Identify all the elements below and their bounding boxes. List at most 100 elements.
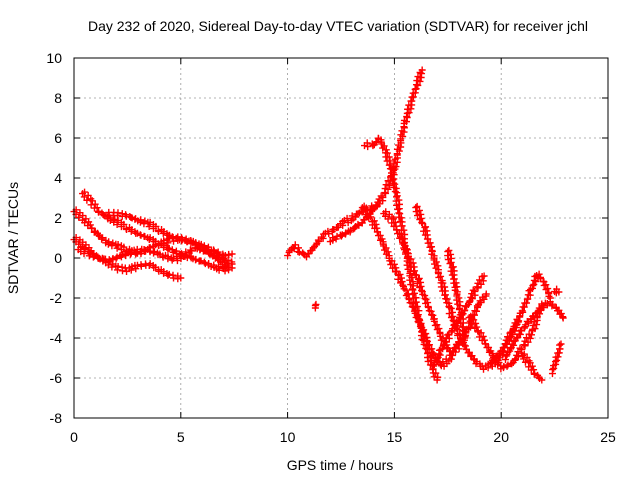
data-point [406,276,414,284]
data-point [477,329,485,337]
data-point [482,290,490,298]
data-point [431,358,439,366]
data-point [429,362,437,370]
data-point [418,328,426,336]
data-point [390,215,398,223]
data-point [473,283,481,291]
series-sat-j [380,208,490,359]
data-point [113,221,121,229]
data-point [384,185,392,193]
data-point [480,272,488,280]
data-point [466,317,474,325]
y-tick-labels: -8 -6 -4 -2 0 2 4 6 8 10 [46,50,62,426]
data-point [425,307,433,315]
data-point [140,232,148,240]
data-point [439,279,447,287]
series-sat-l [412,202,522,373]
data-point [389,176,397,184]
data-point [442,295,450,303]
data-point [165,270,173,278]
data-point [113,212,121,220]
data-point [329,236,337,244]
data-point [521,299,529,307]
data-point [390,159,398,167]
y-tick-label: 8 [54,90,62,106]
data-point [447,304,455,312]
data-point [426,345,434,353]
data-point [474,279,482,287]
data-point [554,349,562,357]
data-point [539,304,547,312]
data-point [501,356,509,364]
data-point [405,109,413,117]
data-point [379,193,387,201]
data-point [413,202,421,210]
data-point [413,77,421,85]
series-sat-r [519,350,546,384]
data-point [408,93,416,101]
data-point [95,208,103,216]
data-point [136,231,144,239]
data-point [374,232,382,240]
data-point [123,267,131,275]
data-point [446,303,454,311]
data-point [315,237,323,245]
data-point [447,355,455,363]
series-sat-e [74,243,232,270]
data-point [113,266,121,274]
data-point [467,293,475,301]
data-point [413,212,421,220]
data-point [535,270,543,278]
data-point [113,244,121,252]
data-point [411,85,419,93]
data-point [414,81,422,89]
data-point [520,341,528,349]
data-point [379,144,387,152]
data-point [348,212,356,220]
data-point [464,349,472,357]
data-point [394,275,402,283]
data-point [433,376,441,384]
data-point [449,348,457,356]
x-tick-label: 25 [600,429,616,445]
data-point [449,263,457,271]
data-point [555,288,563,296]
data-point [423,337,431,345]
data-point [390,183,398,191]
data-point [214,254,222,262]
data-point [557,340,565,348]
data-point [138,245,146,253]
data-point [510,337,518,345]
data-point [372,203,380,211]
data-point [416,77,424,85]
data-point [186,246,194,254]
data-point [385,153,393,161]
data-point [407,255,415,263]
data-point [400,244,408,252]
y-tick-label: 2 [54,210,62,226]
data-point [173,257,181,265]
data-point [140,220,148,228]
data-point [424,239,432,247]
data-point [483,344,491,352]
data-point [508,360,516,368]
data-point [334,223,342,231]
plot-frame [73,57,609,419]
data-point [465,298,473,306]
data-point [424,341,432,349]
data-point [519,303,527,311]
y-tick-label: 0 [54,250,62,266]
data-point [540,281,548,289]
series-sat-p [487,270,554,368]
data-point [210,261,218,269]
data-point [399,281,407,289]
y-axis-label: SDTVAR / TECUs [5,182,21,294]
data-point [197,240,205,248]
data-point [463,302,471,310]
data-point [443,299,451,307]
data-point [504,361,512,369]
data-point [427,311,435,319]
data-point [450,344,458,352]
data-point [347,226,355,234]
